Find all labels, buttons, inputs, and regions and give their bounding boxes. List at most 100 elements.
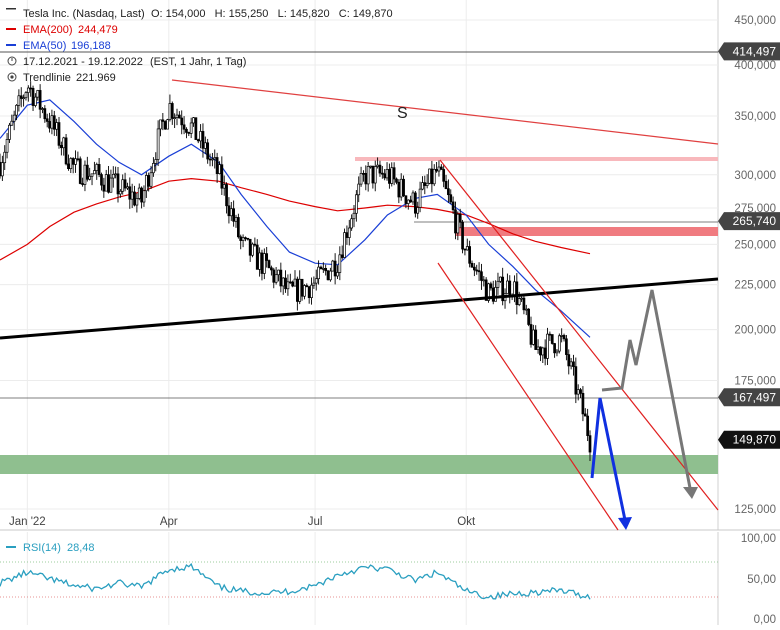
candle-body: [461, 221, 464, 250]
candle-body: [192, 117, 195, 124]
candle-body: [60, 144, 63, 149]
candle-body: [208, 158, 212, 161]
legend-swatch-ema50: [6, 44, 16, 46]
candle-body: [170, 103, 174, 119]
candle-body: [350, 218, 353, 229]
candle-body: [376, 164, 379, 167]
candle-body: [147, 175, 151, 187]
x-tick-label: Jan '22: [9, 516, 46, 528]
candle-body: [88, 175, 92, 180]
candle-body: [529, 324, 533, 345]
candle-body: [496, 280, 500, 288]
candle-body: [154, 159, 158, 164]
candle-body: [520, 297, 523, 300]
candle-body: [555, 350, 559, 354]
candle-body: [81, 183, 84, 185]
candle-body: [465, 246, 469, 251]
candle-body: [404, 195, 408, 204]
candle-body: [3, 151, 7, 164]
candle-body: [517, 298, 521, 305]
candle-body: [546, 333, 549, 359]
candle-body: [144, 175, 148, 192]
candle-body: [388, 169, 391, 184]
legend-ema50-value: 196,188: [71, 40, 111, 52]
candle-body: [284, 277, 287, 290]
candle-body: [402, 178, 405, 197]
legend-swatch-ema200: [6, 28, 16, 30]
candle-body: [168, 103, 172, 121]
candle-body: [574, 366, 578, 395]
candle-body: [437, 166, 441, 172]
candle-body: [296, 278, 299, 302]
candle-body: [12, 114, 16, 122]
candle-body: [352, 212, 356, 220]
candle-body: [71, 158, 75, 165]
candle-body: [161, 119, 165, 122]
candle-body: [449, 194, 453, 203]
legend-period: 17.12.2021 - 19.12.2022: [23, 56, 143, 68]
trendline-icon-dot: [10, 75, 14, 79]
candle-body: [121, 179, 125, 192]
candle-body: [237, 217, 240, 238]
candle-body: [97, 164, 101, 175]
candle-body: [451, 201, 455, 211]
candle-body: [246, 237, 250, 240]
candle-body: [74, 158, 77, 165]
x-grid: [26, 0, 467, 625]
y-tick-label: 225,000: [734, 280, 776, 292]
candle-body: [557, 335, 561, 352]
projection-gray-arrowhead: [683, 487, 698, 499]
candle-body: [48, 121, 51, 129]
candle-body: [64, 137, 68, 165]
candle-body: [319, 266, 323, 270]
candle-body: [222, 184, 226, 189]
candle-body: [5, 139, 9, 153]
candle-body: [491, 287, 495, 302]
candle-body: [444, 180, 448, 190]
candle-body: [220, 164, 224, 189]
candle-body: [423, 182, 427, 186]
candle-body: [291, 281, 294, 287]
legend-ema200-label: EMA(200): [23, 24, 73, 36]
candle-body: [475, 269, 479, 272]
y-tick-label: 175,000: [734, 376, 776, 388]
rsi-tick-0: 0,00: [754, 614, 776, 625]
candle-body: [187, 132, 191, 134]
downtrend-line-top: [171, 79, 719, 145]
candle-body: [541, 347, 545, 356]
candle-body: [586, 415, 589, 436]
candle-body: [543, 347, 547, 359]
candle-body: [279, 269, 283, 287]
legend-title: Tesla Inc. (Nasdaq, Last): [23, 8, 145, 20]
candle-body: [447, 188, 450, 196]
candle-body: [484, 279, 488, 301]
price-marker-label: 265,740: [733, 214, 777, 228]
candle-body: [522, 297, 526, 311]
candle-body: [126, 186, 129, 189]
support-zone: [0, 455, 718, 474]
candle-body: [1, 162, 4, 177]
candle-body: [581, 393, 585, 415]
rsi-value: 28,48: [67, 542, 95, 554]
candle-body: [41, 108, 44, 110]
y-tick-label: 200,000: [734, 325, 776, 337]
candle-body: [140, 187, 143, 203]
x-tick-label: Jul: [308, 516, 323, 528]
candle-body: [326, 270, 330, 281]
candle-body: [432, 168, 436, 185]
x-tick-label: Apr: [160, 516, 178, 528]
candle-body: [425, 182, 429, 186]
candle-body: [463, 248, 467, 251]
candle-body: [355, 194, 358, 214]
candle-body: [343, 232, 346, 258]
candle-body: [227, 205, 231, 217]
candle-body: [314, 278, 318, 284]
candle-body: [428, 168, 431, 184]
candle-body: [527, 308, 530, 325]
legend-ohlc: O: 154,000 H: 155,250 L: 145,820 C: 149,…: [151, 8, 393, 20]
price-markers: 414,497 265,740 167,497 149,870: [718, 42, 780, 449]
candle-body: [477, 270, 481, 273]
candle-body: [385, 169, 389, 179]
candle-body: [366, 166, 370, 185]
